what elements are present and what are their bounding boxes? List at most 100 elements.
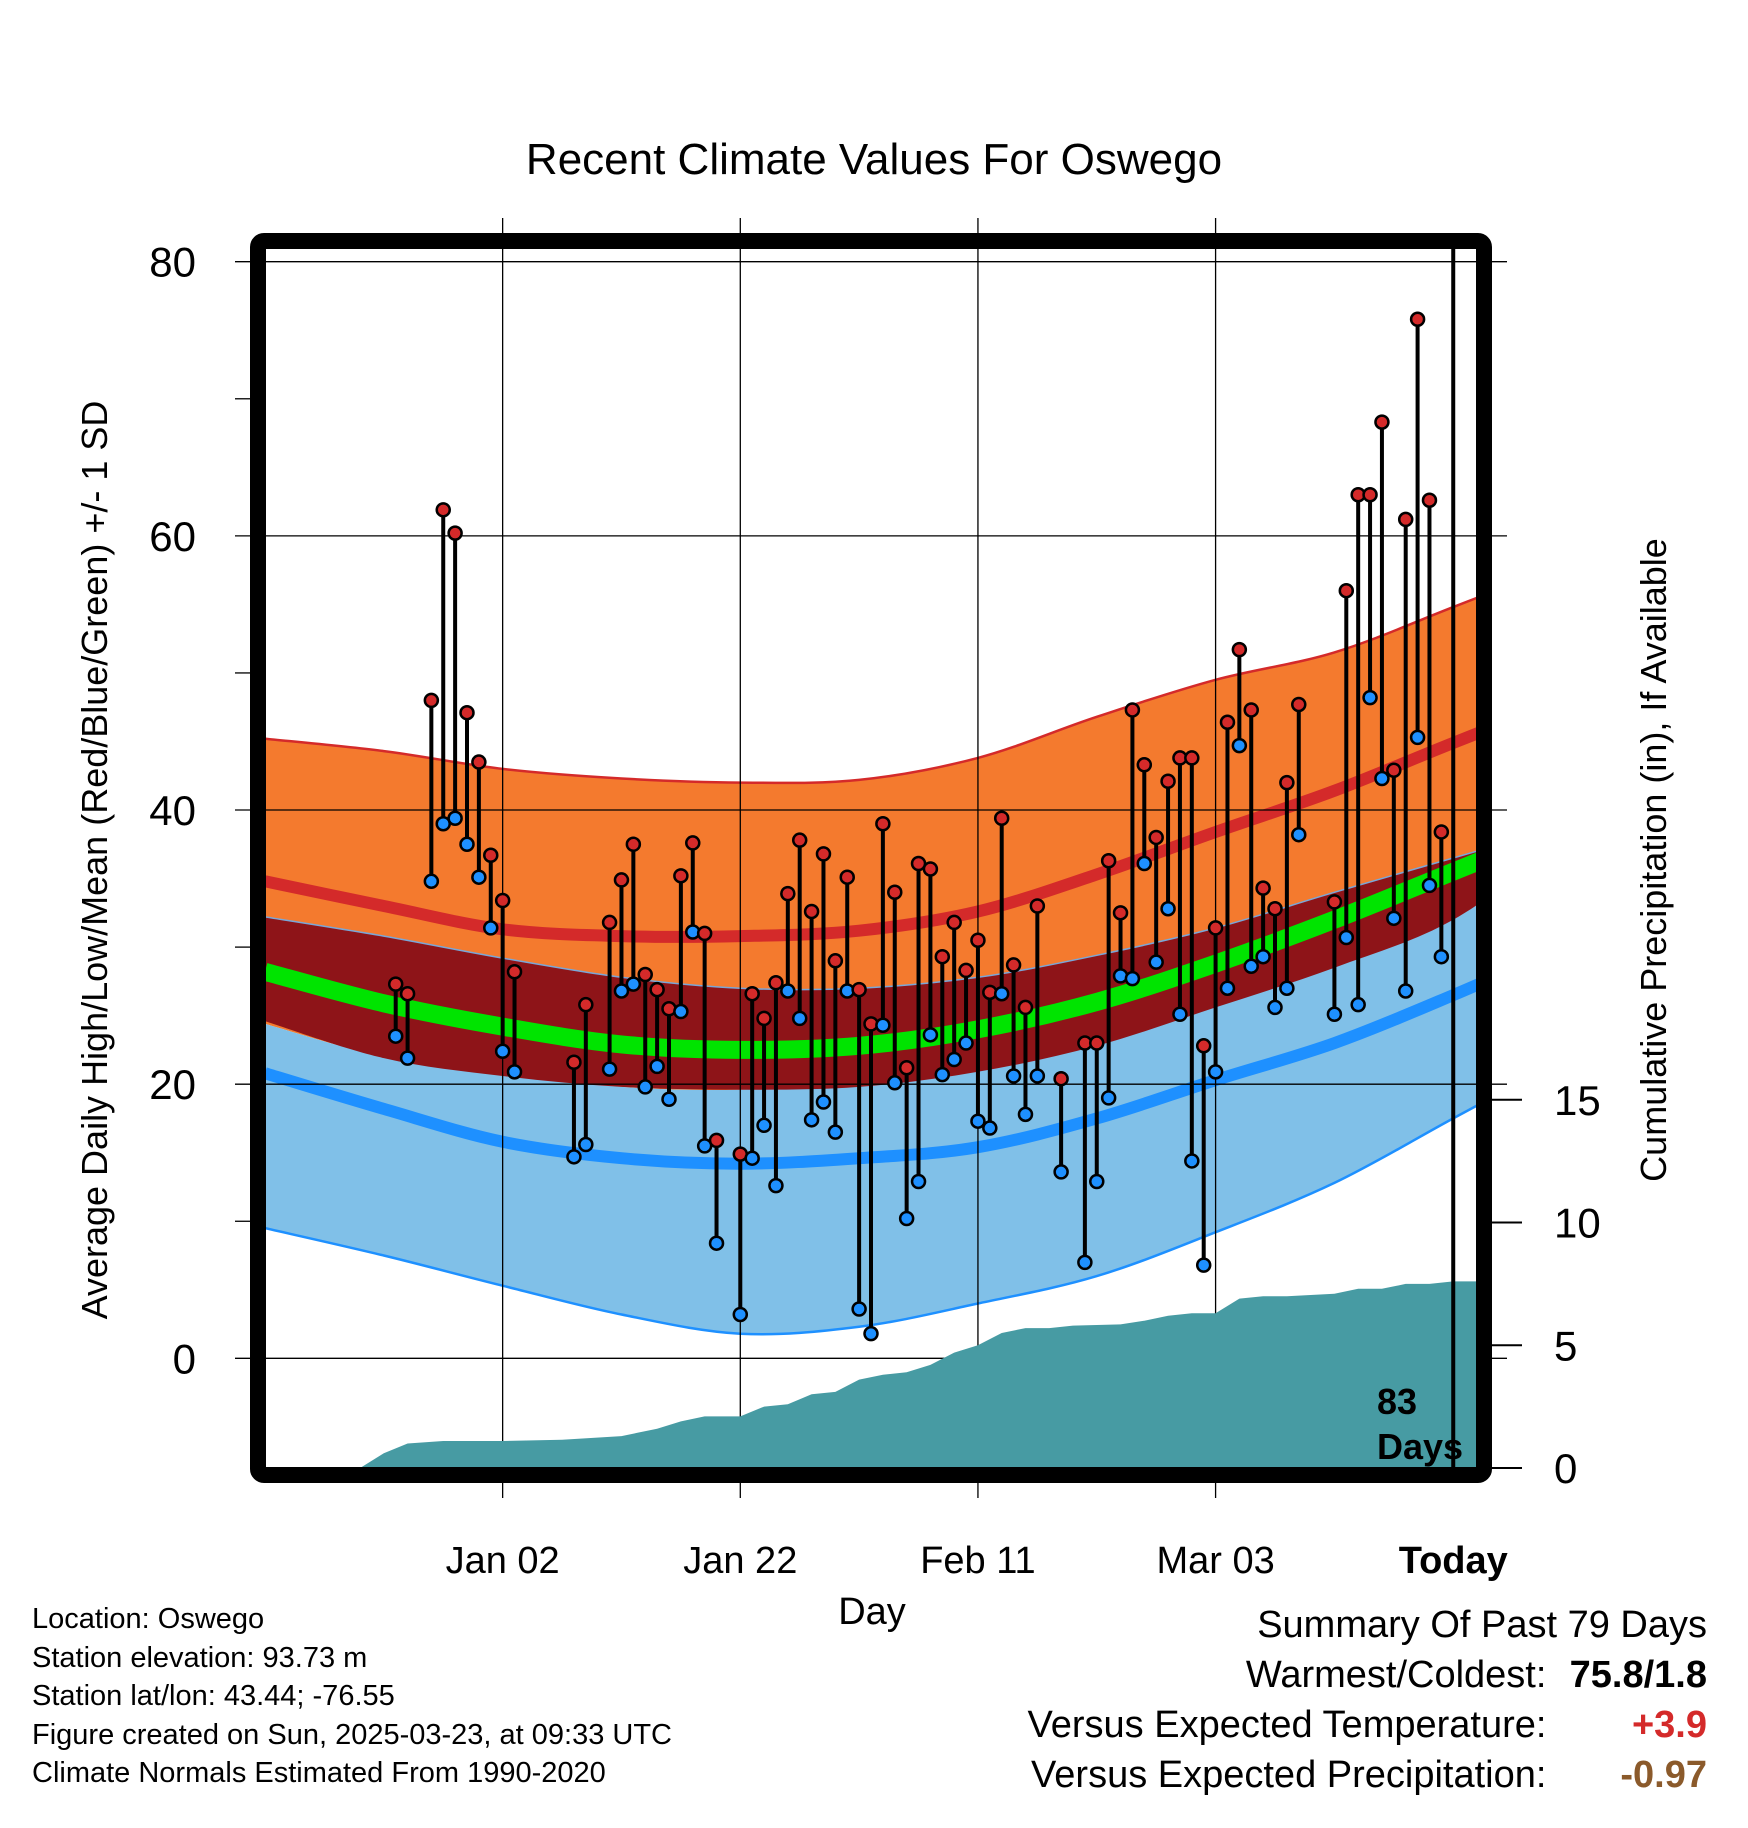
daily-low-point xyxy=(1326,1006,1343,1023)
daily-low-point xyxy=(673,1003,689,1020)
daily-low-point xyxy=(1350,996,1366,1013)
daily-low-point xyxy=(946,1051,962,1068)
y-right-tick-label: 10 xyxy=(1554,1200,1601,1247)
daily-low-point xyxy=(1338,929,1355,946)
left-axis-label: Average Daily High/Low/Mean (Red/Blue/Gr… xyxy=(74,401,115,1320)
daily-low-point xyxy=(934,1066,951,1083)
daily-high-point xyxy=(922,861,939,877)
daily-low-point xyxy=(1397,983,1414,999)
axes: 0 20 40 60 80 0 5 10 15 Jan 02 Jan 22 Feb 11 Mar 03 T… xyxy=(149,233,1601,1582)
daily-high-point xyxy=(566,1054,582,1070)
daily-observations xyxy=(387,311,1450,1342)
y-tick-label: 40 xyxy=(149,787,196,834)
daily-low-point xyxy=(1279,980,1295,996)
daily-high-point xyxy=(1017,999,1034,1016)
daily-high-point xyxy=(851,981,867,998)
daily-high-point xyxy=(708,1132,725,1149)
daily-high-point xyxy=(993,810,1010,826)
x-tick-label: Today xyxy=(1399,1540,1508,1582)
daily-high-point xyxy=(399,985,416,1002)
high-upper-sd-line xyxy=(265,596,1477,785)
daily-low-point xyxy=(459,836,475,853)
daily-low-point xyxy=(756,1117,772,1134)
temp-label: Versus Expected Temperature: xyxy=(1027,1704,1547,1746)
daily-low-point xyxy=(1124,970,1141,987)
daily-high-point xyxy=(1195,1038,1212,1054)
daily-low-point xyxy=(578,1136,594,1153)
daily-low-point xyxy=(982,1120,998,1136)
daily-high-point xyxy=(887,884,903,901)
daily-low-point xyxy=(887,1075,903,1091)
daily-high-point xyxy=(447,525,463,541)
daily-low-point xyxy=(1077,1254,1093,1271)
x-tick-label: Feb 11 xyxy=(920,1540,1035,1582)
daily-low-point xyxy=(815,1094,832,1110)
daily-high-point xyxy=(1148,829,1164,846)
elevation-text: Station elevation: 93.73 m xyxy=(32,1641,368,1674)
daily-low-point xyxy=(1029,1068,1046,1084)
summary-warm-cold-row: Warmest/Coldest: 75.8/1.8 xyxy=(1028,1650,1707,1700)
daily-low-point xyxy=(399,1050,416,1066)
daily-low-point xyxy=(1291,826,1307,843)
daily-low-point xyxy=(851,1301,867,1317)
y-tick-label: 60 xyxy=(149,513,196,560)
daily-low-point xyxy=(494,1043,511,1060)
daily-high-point xyxy=(898,1059,915,1076)
daily-low-point xyxy=(613,983,630,999)
daily-high-point xyxy=(946,914,962,931)
daily-high-point xyxy=(1053,1070,1069,1087)
created-text: Figure created on Sun, 2025-03-23, at 09… xyxy=(32,1718,672,1751)
daily-low-point xyxy=(768,1177,784,1194)
daily-low-point xyxy=(922,1027,939,1043)
daily-high-point xyxy=(1326,894,1343,910)
today-days-label: Days xyxy=(1377,1426,1463,1467)
daily-high-point xyxy=(1029,898,1046,914)
daily-high-point xyxy=(1207,920,1224,936)
daily-high-point xyxy=(649,981,665,998)
daily-high-point xyxy=(1255,880,1271,896)
temp-value: +3.9 xyxy=(1631,1704,1707,1746)
daily-low-point xyxy=(1255,948,1271,965)
daily-low-point xyxy=(649,1058,665,1075)
daily-high-point xyxy=(637,966,653,983)
daily-high-point xyxy=(1279,774,1295,791)
summary-heading: Summary Of Past 79 Days xyxy=(1257,1604,1707,1646)
daily-low-point xyxy=(910,1173,927,1190)
daily-high-point xyxy=(1136,757,1153,773)
daily-low-point xyxy=(447,810,463,826)
daily-high-point xyxy=(423,692,440,709)
daily-high-point xyxy=(494,892,511,909)
daily-low-point xyxy=(732,1306,749,1323)
daily-high-point xyxy=(1184,750,1200,766)
daily-high-point xyxy=(1219,714,1236,731)
daily-high-point xyxy=(744,985,760,1002)
daily-low-point xyxy=(1089,1173,1105,1190)
daily-low-point xyxy=(1148,954,1164,970)
low-normal-line xyxy=(265,978,1477,1170)
daily-low-point xyxy=(1433,948,1450,965)
daily-low-point xyxy=(791,1010,808,1027)
daily-high-point xyxy=(613,872,630,888)
daily-high-point xyxy=(1397,511,1414,528)
daily-low-point xyxy=(1017,1106,1034,1123)
daily-low-point xyxy=(1231,737,1248,754)
daily-high-point xyxy=(685,835,701,851)
daily-high-point xyxy=(1421,492,1438,508)
daily-low-point xyxy=(1219,980,1236,996)
daily-low-point xyxy=(601,1061,618,1077)
summary-precip-row: Versus Expected Precipitation: -0.97 xyxy=(1028,1750,1707,1800)
daily-low-point xyxy=(1136,855,1153,872)
low-lower-sd-line xyxy=(265,1104,1477,1336)
x-tick-label: Jan 22 xyxy=(683,1540,797,1582)
daily-low-point xyxy=(803,1112,820,1128)
daily-high-point xyxy=(1409,311,1426,328)
daily-low-point xyxy=(566,1149,582,1165)
daily-high-point xyxy=(1291,696,1307,713)
daily-low-point xyxy=(1160,900,1176,917)
location-text: Location: Oswego xyxy=(32,1603,265,1635)
daily-low-point xyxy=(708,1235,725,1251)
daily-high-point xyxy=(483,847,499,864)
daily-high-point xyxy=(970,932,986,948)
latlon-text: Station lat/lon: 43.44; -76.55 xyxy=(32,1680,395,1712)
